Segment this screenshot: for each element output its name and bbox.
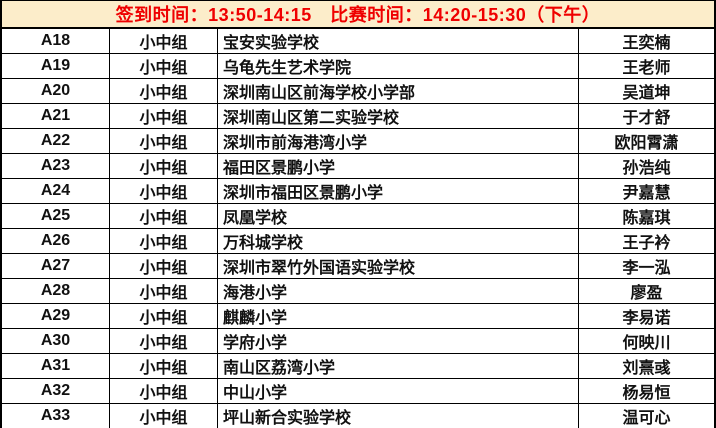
cell-group[interactable]: 小中组 [110, 204, 218, 228]
cell-school[interactable]: 坪山新合实验学校 [218, 404, 579, 428]
cell-name[interactable]: 王奕楠 [622, 35, 671, 52]
cell-group[interactable]: 小中组 [110, 179, 218, 203]
cell-id[interactable]: A25 [2, 204, 110, 228]
cell-school[interactable]: 乌龟先生艺术学院 [218, 54, 579, 78]
cell-group[interactable]: 小中组 [110, 404, 218, 428]
cell-school[interactable]: 学府小学 [218, 329, 579, 353]
cell-group[interactable]: 小中组 [110, 79, 218, 103]
cell-group[interactable]: 小中组 [110, 54, 218, 78]
table-row: A18 小中组 宝安实验学校 王奕楠 [2, 29, 714, 54]
table-row: A28 小中组 海港小学 廖盈 [2, 279, 714, 304]
table-body: A18 小中组 宝安实验学校 王奕楠 A19 小中组 乌龟先生艺术学院 王老师 A20 小中组 深圳… [0, 29, 716, 428]
cell-id[interactable]: A33 [2, 404, 110, 428]
cell-name[interactable]: 于才舒 [622, 110, 671, 127]
cell-id[interactable]: A22 [2, 129, 110, 153]
cell-name[interactable]: 何映川 [622, 335, 671, 352]
cell-school[interactable]: 麒麟小学 [218, 304, 579, 328]
cell-name[interactable]: 刘熹彧 [622, 360, 671, 377]
cell-group[interactable]: 小中组 [110, 279, 218, 303]
cell-group[interactable]: 小中组 [110, 154, 218, 178]
cell-name[interactable]: 廖盈 [630, 285, 663, 302]
cell-name[interactable]: 尹嘉慧 [622, 185, 671, 202]
table-row: A20 小中组 深圳南山区前海学校小学部 吴道坤 [2, 79, 714, 104]
cell-school[interactable]: 福田区景鹏小学 [218, 154, 579, 178]
session-time-header[interactable]: 签到时间：13:50-14:15 比赛时间：14:20-15:30（下午） [0, 0, 716, 29]
table-row: A31 小中组 南山区荔湾小学 刘熹彧 [2, 354, 714, 379]
cell-group[interactable]: 小中组 [110, 104, 218, 128]
table-row: A33 小中组 坪山新合实验学校 温可心 [2, 404, 714, 428]
cell-id[interactable]: A27 [2, 254, 110, 278]
table-row: A25 小中组 凤凰学校 陈嘉琪 [2, 204, 714, 229]
cell-school[interactable]: 南山区荔湾小学 [218, 354, 579, 378]
cell-group[interactable]: 小中组 [110, 29, 218, 53]
cell-id[interactable]: A20 [2, 79, 110, 103]
table-row: A21 小中组 深圳南山区第二实验学校 于才舒 [2, 104, 714, 129]
cell-id[interactable]: A31 [2, 354, 110, 378]
cell-id[interactable]: A29 [2, 304, 110, 328]
cell-school[interactable]: 万科城学校 [218, 229, 579, 253]
cell-school[interactable]: 深圳南山区前海学校小学部 [218, 79, 579, 103]
cell-name[interactable]: 孙浩纯 [622, 160, 671, 177]
cell-id[interactable]: A30 [2, 329, 110, 353]
cell-school[interactable]: 深圳市翠竹外国语实验学校 [218, 254, 579, 278]
cell-group[interactable]: 小中组 [110, 254, 218, 278]
cell-group[interactable]: 小中组 [110, 304, 218, 328]
cell-id[interactable]: A23 [2, 154, 110, 178]
table-row: A23 小中组 福田区景鹏小学 孙浩纯 [2, 154, 714, 179]
table-row: A30 小中组 学府小学 何映川 [2, 329, 714, 354]
table-row: A19 小中组 乌龟先生艺术学院 王老师 [2, 54, 714, 79]
cell-group[interactable]: 小中组 [110, 229, 218, 253]
cell-name[interactable]: 李易诺 [622, 310, 671, 327]
cell-school[interactable]: 深圳市福田区景鹏小学 [218, 179, 579, 203]
cell-name[interactable]: 温可心 [622, 410, 671, 427]
cell-name[interactable]: 王老师 [622, 60, 671, 77]
cell-group[interactable]: 小中组 [110, 129, 218, 153]
table-row: A24 小中组 深圳市福田区景鹏小学 尹嘉慧 [2, 179, 714, 204]
cell-name[interactable]: 王子衿 [622, 235, 671, 252]
cell-name[interactable]: 陈嘉琪 [622, 210, 671, 227]
table-row: A32 小中组 中山小学 杨易恒 [2, 379, 714, 404]
cell-school[interactable]: 海港小学 [218, 279, 579, 303]
cell-school[interactable]: 凤凰学校 [218, 204, 579, 228]
cell-group[interactable]: 小中组 [110, 354, 218, 378]
cell-name[interactable]: 李一泓 [622, 260, 671, 277]
cell-id[interactable]: A21 [2, 104, 110, 128]
cell-id[interactable]: A26 [2, 229, 110, 253]
cell-school[interactable]: 深圳南山区第二实验学校 [218, 104, 579, 128]
cell-school[interactable]: 深圳市前海港湾小学 [218, 129, 579, 153]
cell-school[interactable]: 宝安实验学校 [218, 29, 579, 53]
cell-name[interactable]: 欧阳霄潇 [614, 135, 679, 152]
cell-name[interactable]: 吴道坤 [622, 85, 671, 102]
cell-id[interactable]: A28 [2, 279, 110, 303]
cell-name[interactable]: 杨易恒 [622, 385, 671, 402]
table-row: A29 小中组 麒麟小学 李易诺 [2, 304, 714, 329]
session-time-text: 签到时间：13:50-14:15 比赛时间：14:20-15:30（下午） [115, 5, 601, 25]
table-row: A27 小中组 深圳市翠竹外国语实验学校 李一泓 [2, 254, 714, 279]
cell-group[interactable]: 小中组 [110, 379, 218, 403]
cell-school[interactable]: 中山小学 [218, 379, 579, 403]
cell-id[interactable]: A24 [2, 179, 110, 203]
cell-id[interactable]: A32 [2, 379, 110, 403]
table-row: A22 小中组 深圳市前海港湾小学 欧阳霄潇 [2, 129, 714, 154]
cell-group[interactable]: 小中组 [110, 329, 218, 353]
cell-id[interactable]: A19 [2, 54, 110, 78]
table-row: A26 小中组 万科城学校 王子衿 [2, 229, 714, 254]
cell-id[interactable]: A18 [2, 29, 110, 53]
